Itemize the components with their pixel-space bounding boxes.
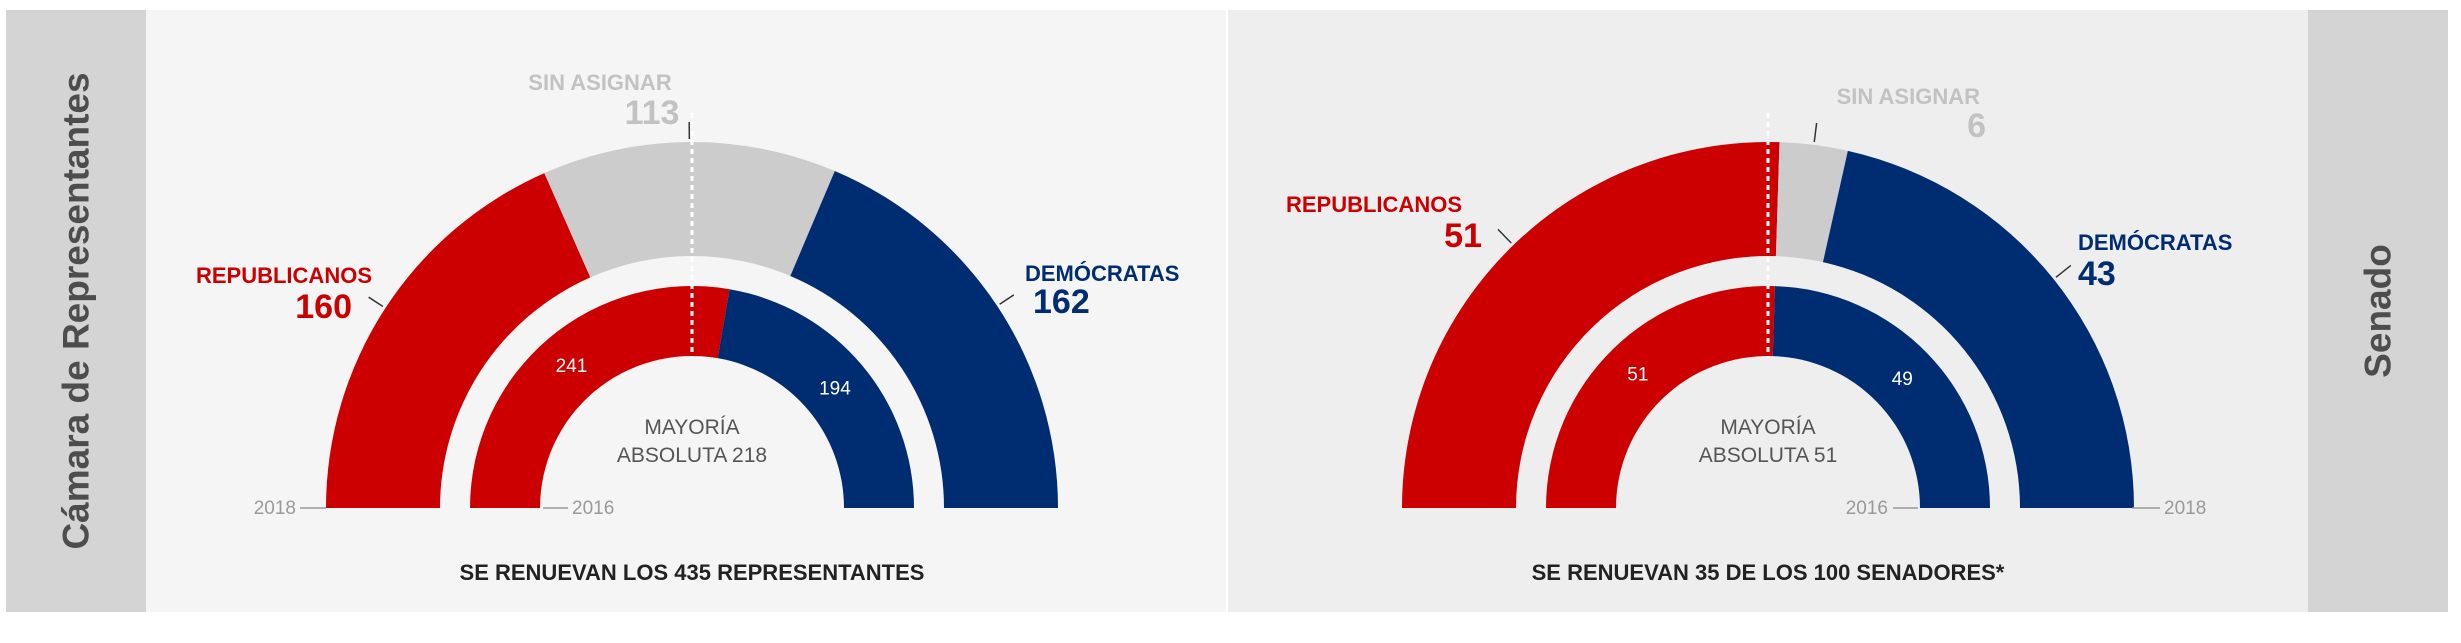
outer-value-label-1: 6 — [1967, 107, 1986, 145]
inner-value-label-0: 241 — [556, 356, 588, 377]
chart-title: SE RENUEVAN LOS 435 REPRESENTANTES — [460, 560, 925, 585]
center-label-line-2: ABSOLUTA 51 — [1699, 444, 1838, 467]
center-label-line-1: MAYORÍA — [644, 416, 739, 439]
outer-party-label-1: SIN ASIGNAR — [528, 70, 672, 95]
senate-side-label: Senado — [2358, 244, 2399, 378]
outer-value-label-0: 51 — [1444, 217, 1482, 255]
outer-party-label-0: REPUBLICANOS — [1286, 192, 1462, 217]
center-label-line-1: MAYORÍA — [1720, 416, 1815, 439]
house-side-label: Cámara de Representantes — [56, 72, 97, 549]
chart-title: SE RENUEVAN 35 DE LOS 100 SENADORES* — [1532, 560, 2005, 585]
year-outer-label: 2018 — [2164, 498, 2206, 519]
outer-party-label-1: SIN ASIGNAR — [1837, 84, 1981, 109]
outer-value-label-2: 43 — [2078, 255, 2116, 293]
center-label-line-2: ABSOLUTA 218 — [617, 444, 767, 467]
year-outer-label: 2018 — [254, 498, 296, 519]
outer-party-label-2: DEMÓCRATAS — [2078, 230, 2232, 255]
outer-party-label-0: REPUBLICANOS — [196, 263, 372, 288]
outer-value-label-2: 162 — [1033, 283, 1090, 321]
inner-value-label-0: 51 — [1627, 365, 1648, 386]
year-inner-label: 2016 — [572, 498, 614, 519]
outer-value-label-0: 160 — [295, 288, 352, 326]
outer-value-label-1: 113 — [625, 94, 680, 132]
inner-value-label-1: 194 — [819, 378, 851, 399]
inner-value-label-1: 49 — [1892, 369, 1913, 390]
year-inner-label: 2016 — [1846, 498, 1888, 519]
